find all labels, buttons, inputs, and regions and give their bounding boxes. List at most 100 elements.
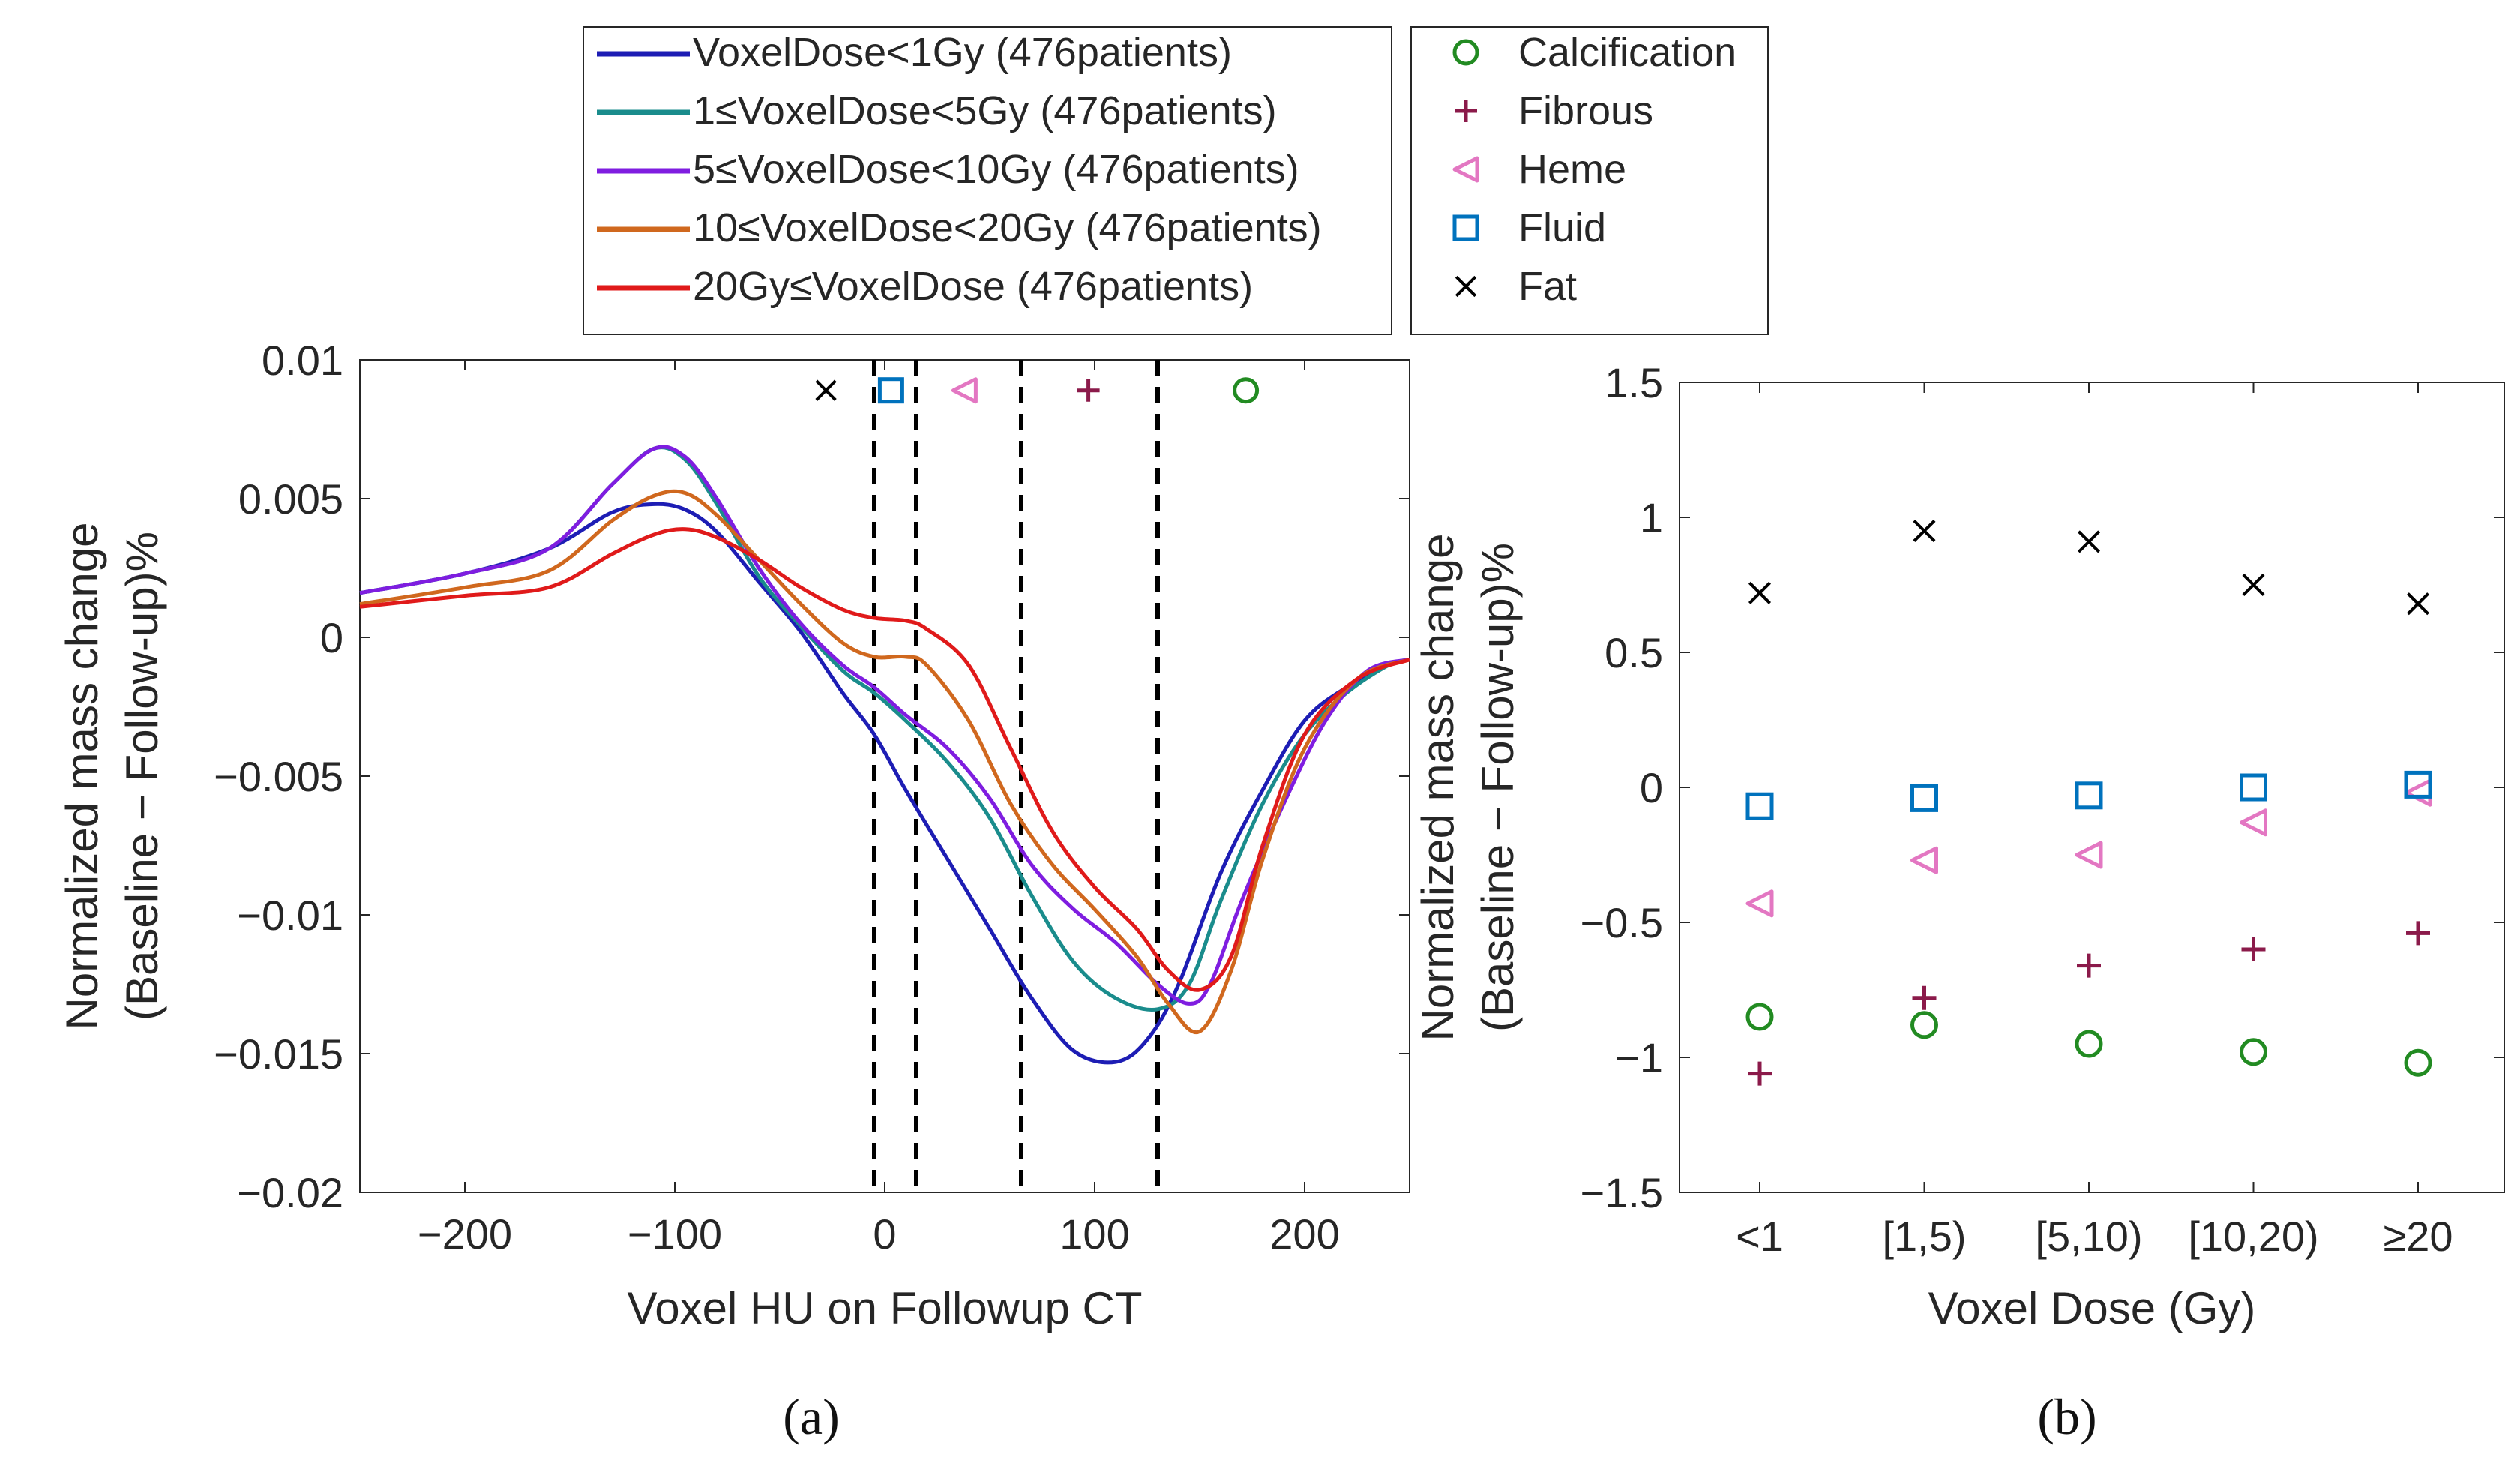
legend-tissue-label-fluid: Fluid xyxy=(1518,205,1606,250)
panel-b-point-fat xyxy=(1913,519,1936,543)
legend-tissue-swatch-heme-shape xyxy=(1452,156,1479,183)
panel-b-point-fat xyxy=(2077,530,2101,553)
panel-b-point-heme xyxy=(2075,841,2103,869)
panel-b-point-fibrous-shape xyxy=(1748,1061,1772,1086)
panel-a-marker-heme-shape xyxy=(951,377,978,404)
panel-b-point-heme-shape xyxy=(2240,808,2267,837)
panel-b-xtick-label: [5,10) xyxy=(2035,1213,2142,1260)
panel-b-point-heme xyxy=(2240,808,2267,837)
legend-tissue-swatch-fluid-shape xyxy=(1452,214,1479,241)
panel-b-point-fluid xyxy=(2075,781,2103,810)
panel-b-point-fibrous xyxy=(1912,985,1937,1010)
panel-b-ytick-label: 1.5 xyxy=(1605,359,1663,406)
legend-tissue-swatch-calcification-shape xyxy=(1452,39,1479,66)
panel-b-ylabel-line1: Normalized mass change xyxy=(1413,534,1463,1042)
panel-a-marker-calcification xyxy=(1233,377,1260,404)
panel-a-marker-fibrous-shape xyxy=(1077,379,1100,402)
legend-tissue-swatch-fluid xyxy=(1452,214,1479,241)
panel-b-point-calcification xyxy=(2404,1048,2432,1077)
panel-b-point-heme xyxy=(1745,889,1774,918)
panel-b-ytick-label: −1 xyxy=(1615,1034,1663,1081)
panel-b-point-fluid-shape xyxy=(1910,784,1938,812)
panel-b-point-fat xyxy=(2406,592,2430,616)
panel-a-marker-fluid xyxy=(877,377,904,404)
panel-b-point-fibrous-shape xyxy=(1912,985,1937,1010)
panel-a-series-line-1 xyxy=(359,502,1410,1065)
panel-b-point-heme-shape xyxy=(1745,889,1774,918)
legend-tissue-label-heme: Heme xyxy=(1518,147,1626,192)
panel-a-ytick-label: 0 xyxy=(320,614,343,661)
panel-a-marker-heme xyxy=(951,377,978,404)
panel-b-point-calcification xyxy=(1745,1003,1774,1031)
panel-b-point-calcification-shape xyxy=(2404,1048,2432,1077)
panel-b-point-fibrous xyxy=(1748,1061,1772,1086)
legend-tissue-swatch-fat-shape xyxy=(1455,275,1477,298)
panel-a-xtick-label: 100 xyxy=(1059,1210,1129,1258)
legend-tissue-swatch-calcification xyxy=(1452,39,1479,66)
panel-a-axes-box xyxy=(359,359,1410,1193)
panel-a-marker-fluid-shape xyxy=(877,377,904,404)
legend-lines-box xyxy=(583,26,1392,335)
panel-b: <1 [1,5) [5,10) [10,20) ≥20 1.5 1 0.5 0 −0.5 −1 −1.… xyxy=(1413,359,2505,1445)
panel-b-xtick-label: <1 xyxy=(1736,1213,1784,1260)
legend-tissue-swatch-fibrous xyxy=(1455,100,1477,122)
panel-b-point-fat-shape xyxy=(2242,573,2265,597)
legend-tissue-label-fat: Fat xyxy=(1518,264,1577,309)
panel-b-ytick-label: −1.5 xyxy=(1580,1169,1663,1216)
panel-a-ytick-label: −0.02 xyxy=(237,1169,343,1216)
panel-a-ytick-label: −0.015 xyxy=(214,1030,343,1078)
legend-line-label-5: 20Gy≤VoxelDose (476patients) xyxy=(693,264,1253,309)
panel-b-point-fibrous-shape xyxy=(2406,921,2430,946)
legend-line-label-2: 1≤VoxelDose<5Gy (476patients) xyxy=(693,88,1277,133)
panel-a-series-line-5 xyxy=(359,527,1410,992)
panel-b-point-fat-shape xyxy=(1748,581,1772,604)
panel-a-marker-fat xyxy=(815,379,837,401)
panel-b-point-fibrous-shape xyxy=(2241,937,2266,961)
panel-a-marker-fat-shape xyxy=(815,379,837,401)
panel-b-point-fibrous xyxy=(2406,921,2430,946)
panel-a-ytick-label: 0.005 xyxy=(238,475,343,523)
panel-b-label: (b) xyxy=(2037,1388,2096,1445)
panel-b-point-calcification-shape xyxy=(2075,1030,2103,1058)
panel-b-point-heme xyxy=(1910,846,1938,874)
panel-b-point-fluid xyxy=(1745,792,1774,820)
panel-b-point-calcification-shape xyxy=(2240,1038,2267,1066)
panel-a-xtick-label: 200 xyxy=(1269,1210,1339,1258)
panel-b-point-fat-shape xyxy=(1913,519,1936,543)
panel-a-xtick-label: 0 xyxy=(873,1210,896,1258)
legend-line-label-1: VoxelDose<1Gy (476patients) xyxy=(693,30,1232,75)
legend-tissue-swatch-fat xyxy=(1455,275,1477,298)
panel-a-xlabel: Voxel HU on Followup CT xyxy=(628,1283,1143,1333)
panel-b-point-fat-shape xyxy=(2077,530,2101,553)
panel-b-point-fluid-shape xyxy=(2404,770,2432,799)
panel-b-point-fluid-shape xyxy=(1745,792,1774,820)
panel-a: −200 −100 0 100 200 0.01 0.005 0 −0.005 −0.01 −0.0… xyxy=(57,337,1410,1445)
panel-a-ytick-label: −0.005 xyxy=(214,753,343,800)
panel-b-point-fibrous xyxy=(2241,937,2266,961)
panel-b-point-fluid-shape xyxy=(2240,773,2267,802)
panel-b-ytick-label: 1 xyxy=(1640,494,1663,541)
legend-tissues: Calcification Fibrous Heme Fluid Fat xyxy=(1410,26,1769,335)
panel-b-point-heme-shape xyxy=(1910,846,1938,874)
panel-a-label: (a) xyxy=(783,1388,839,1445)
panel-b-point-heme-shape xyxy=(2075,841,2103,869)
panel-b-ytick-label: −0.5 xyxy=(1580,899,1663,946)
panel-a-series-line-3 xyxy=(359,445,1410,1006)
panel-b-point-fluid xyxy=(2404,770,2432,799)
panel-a-ytick-label: −0.01 xyxy=(237,892,343,939)
legend-lines: VoxelDose<1Gy (476patients) 1≤VoxelDose<5… xyxy=(583,26,1392,335)
panel-b-xlabel: Voxel Dose (Gy) xyxy=(1928,1283,2256,1333)
panel-a-marker-calcification-shape xyxy=(1233,377,1260,404)
panel-b-ytick-label: 0.5 xyxy=(1605,629,1663,676)
panel-b-point-calcification xyxy=(2240,1038,2267,1066)
panel-b-point-fluid-shape xyxy=(2075,781,2103,810)
panel-a-xtick-label: −100 xyxy=(628,1210,722,1258)
legend-tissue-label-fibrous: Fibrous xyxy=(1518,88,1653,133)
panel-a-ylabel-line1: Normalized mass change xyxy=(57,523,107,1030)
panel-b-xtick-label: [10,20) xyxy=(2188,1213,2318,1260)
panel-b-point-calcification xyxy=(2075,1030,2103,1058)
legend-tissue-swatch-fibrous-shape xyxy=(1455,100,1477,122)
panel-b-point-fluid xyxy=(1910,784,1938,812)
legend-tissue-swatch-heme xyxy=(1452,156,1479,183)
